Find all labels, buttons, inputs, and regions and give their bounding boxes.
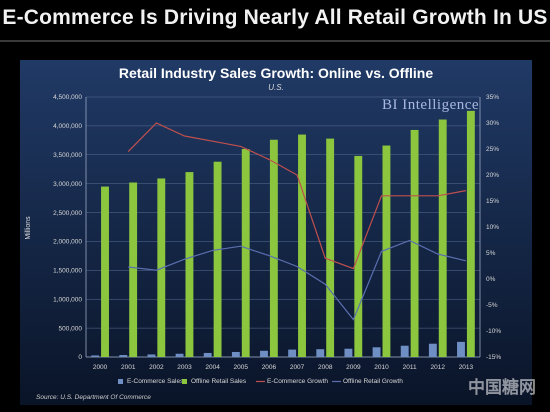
x-tick-label: 2013 xyxy=(459,364,474,371)
bar xyxy=(147,354,156,357)
y-tick-label: 0 xyxy=(78,354,82,361)
x-tick-label: 2004 xyxy=(205,364,220,371)
bar xyxy=(231,351,240,357)
x-tick-label: 2007 xyxy=(290,364,305,371)
bar xyxy=(185,172,194,357)
bar xyxy=(344,348,353,357)
chart-title: Retail Industry Sales Growth: Online vs.… xyxy=(119,65,433,81)
bar xyxy=(101,186,109,357)
y2-tick-label: 15% xyxy=(486,198,499,205)
legend-swatch xyxy=(118,379,123,384)
legend-swatch xyxy=(182,379,187,384)
bar xyxy=(203,352,212,357)
chart-subtitle: U.S. xyxy=(268,83,284,92)
source-note: Source: U.S. Department Of Commerce xyxy=(36,394,151,401)
bar xyxy=(400,345,409,357)
y2-tick-label: -15% xyxy=(486,354,501,361)
legend: E-Commerce Sales Offline Retail Sales E-Co… xyxy=(118,378,403,385)
series-line xyxy=(127,122,467,270)
bar xyxy=(372,347,381,357)
bar xyxy=(326,138,335,357)
y2-tick-label: 35% xyxy=(486,94,499,101)
x-tick-label: 2005 xyxy=(234,364,249,371)
headline-divider xyxy=(0,40,550,42)
y-tick-label: 4,500,000 xyxy=(53,94,82,101)
bar xyxy=(213,161,222,357)
legend-label: Offline Retail Growth xyxy=(343,378,403,385)
x-tick-label: 2002 xyxy=(149,364,164,371)
x-tick-label: 2001 xyxy=(121,364,136,371)
y2-axis-ticks: -15% -10% -5% 0% 5% 10% 15% 20% 25% 30% 35% xyxy=(486,94,501,361)
x-tick-label: 2006 xyxy=(262,364,277,371)
y-tick-label: 4,000,000 xyxy=(53,123,82,130)
bar xyxy=(382,145,391,357)
brand-logo: BI Intelligence xyxy=(382,97,479,113)
bar xyxy=(129,182,138,357)
y-tick-label: 1,500,000 xyxy=(53,268,82,275)
legend-label: E-Commerce Sales xyxy=(127,378,184,385)
x-tick-label: 2010 xyxy=(374,364,389,371)
y2-tick-label: 0% xyxy=(486,276,496,283)
legend-label: Offline Retail Sales xyxy=(191,378,247,385)
x-tick-label: 2011 xyxy=(403,364,417,371)
y2-tick-label: -5% xyxy=(486,302,498,309)
y-tick-label: 2,000,000 xyxy=(53,239,82,246)
y-tick-label: 3,500,000 xyxy=(53,152,82,159)
y-tick-label: 1,000,000 xyxy=(53,296,82,303)
x-axis-ticks: 2000 2001 2002 2003 2004 2005 2006 2007 2008 2009… xyxy=(93,364,474,371)
y-tick-label: 3,000,000 xyxy=(53,181,82,188)
bar xyxy=(428,343,437,357)
y-axis-ticks: 0 500,000 1,000,000 1,500,000 2,000,000 2,500… xyxy=(53,94,82,361)
bar xyxy=(91,355,100,357)
bar xyxy=(298,134,306,357)
x-tick-label: 2012 xyxy=(431,364,446,371)
watermark: 中国糖网 xyxy=(468,378,536,397)
y2-tick-label: 25% xyxy=(486,146,499,153)
legend-label: E-Commerce Growth xyxy=(267,378,328,385)
x-tick-label: 2003 xyxy=(177,364,192,371)
y-tick-label: 2,500,000 xyxy=(53,210,82,217)
x-tick-label: 2008 xyxy=(318,364,333,371)
bar xyxy=(438,119,447,358)
y-tick-label: 500,000 xyxy=(59,325,83,332)
x-tick-label: 2009 xyxy=(346,364,361,371)
headline: E-Commerce Is Driving Nearly All Retail … xyxy=(2,6,548,29)
bar xyxy=(175,353,184,357)
bar xyxy=(241,149,250,357)
y2-tick-label: 20% xyxy=(486,172,499,179)
bar xyxy=(316,349,325,357)
y-axis-label: Millions xyxy=(25,216,32,240)
x-tick-label: 2000 xyxy=(93,364,108,371)
bar xyxy=(119,355,128,357)
y2-tick-label: 5% xyxy=(486,250,496,257)
bar xyxy=(269,139,278,357)
line-series xyxy=(127,122,467,321)
bar xyxy=(457,341,465,357)
bar xyxy=(466,110,475,357)
series-line xyxy=(128,239,467,321)
bar xyxy=(260,350,268,357)
y2-tick-label: 30% xyxy=(486,120,499,127)
y2-tick-label: -10% xyxy=(486,328,501,335)
bar xyxy=(288,349,297,357)
y2-tick-label: 10% xyxy=(486,224,499,231)
